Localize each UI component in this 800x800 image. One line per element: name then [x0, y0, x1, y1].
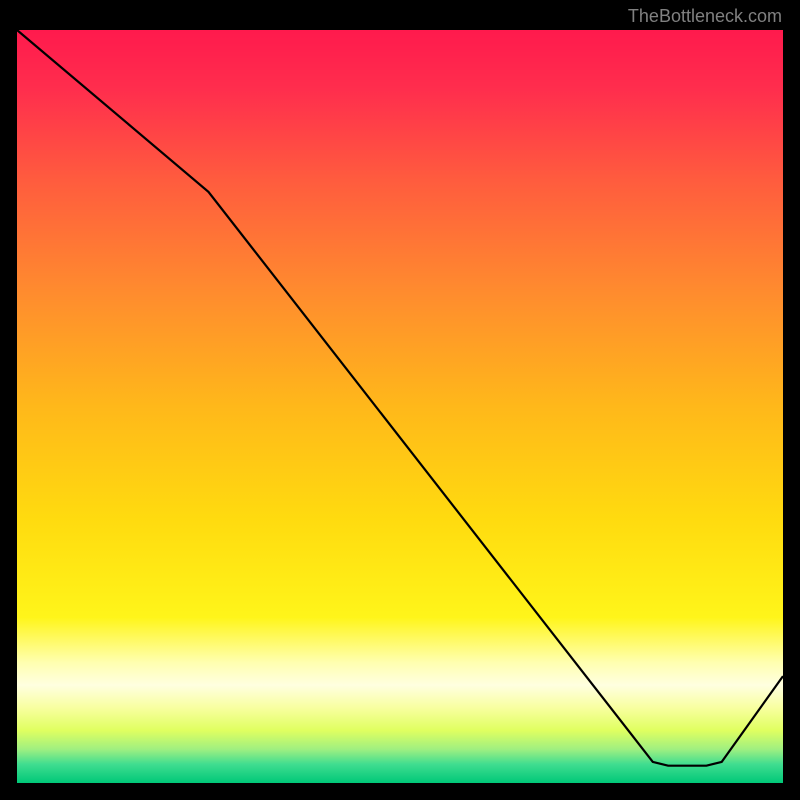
chart-line [17, 30, 783, 783]
watermark-text: TheBottleneck.com [628, 6, 782, 27]
chart-plot-area [17, 30, 783, 783]
